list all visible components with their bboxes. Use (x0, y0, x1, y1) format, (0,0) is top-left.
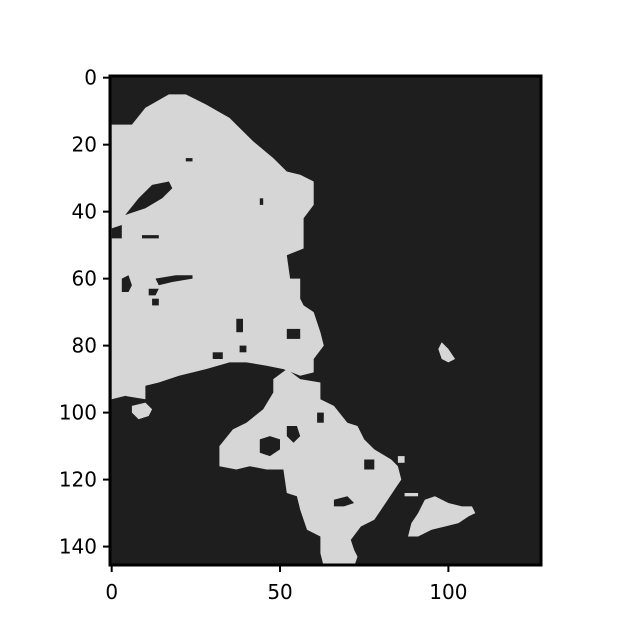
hole-hole-bar-1 (121, 275, 132, 292)
hole-hole-mid-2 (286, 328, 301, 339)
region-lower-cluster (219, 369, 402, 565)
x-axis: 0 50 100 (105, 565, 467, 604)
y-tick-label: 0 (84, 66, 97, 90)
y-tick-label: 20 (72, 133, 97, 157)
hole-hole-top-1 (185, 158, 193, 162)
axes-frame (108, 74, 543, 567)
hole-hole-ring (259, 436, 280, 457)
x-tick-label: 50 (267, 580, 292, 604)
hole-hole-lower-2 (364, 459, 375, 470)
hole-hole-mid-4 (212, 352, 223, 359)
hole-hole-speck-1 (152, 298, 159, 306)
region-blob-right-chip (397, 456, 405, 463)
hole-hole-speck-2 (142, 235, 159, 239)
region-blob-small-left (131, 402, 153, 420)
x-tick-label: 100 (429, 580, 467, 604)
plot-area (110, 76, 541, 565)
hole-hole-mid-1 (236, 318, 243, 333)
hole-hole-bar-2 (155, 275, 193, 286)
hole-hole-bar-3 (148, 288, 159, 296)
region-blob-right-speck (438, 342, 456, 363)
x-tick-label: 0 (105, 580, 118, 604)
hole-hole-upper-left (125, 181, 173, 215)
region-blob-right-triangle (408, 496, 476, 537)
region-blob-right-bar (404, 493, 419, 497)
hole-hole-lower-3 (317, 412, 324, 423)
y-tick-label: 80 (72, 334, 97, 358)
y-axis: 0 20 40 60 80 100 120 140 (59, 66, 110, 559)
y-tick-label: 120 (59, 468, 97, 492)
region-main-mass (111, 94, 324, 400)
y-tick-label: 100 (59, 401, 97, 425)
hole-hole-ring-2 (286, 426, 301, 443)
hole-hole-top-2 (259, 198, 264, 205)
y-tick-label: 60 (72, 267, 97, 291)
hole-hole-mid-3 (239, 345, 247, 353)
hole-hole-lower-1 (333, 496, 355, 507)
y-tick-label: 140 (59, 535, 97, 559)
hole-hole-notch (111, 225, 122, 239)
y-tick-label: 40 (72, 200, 97, 224)
